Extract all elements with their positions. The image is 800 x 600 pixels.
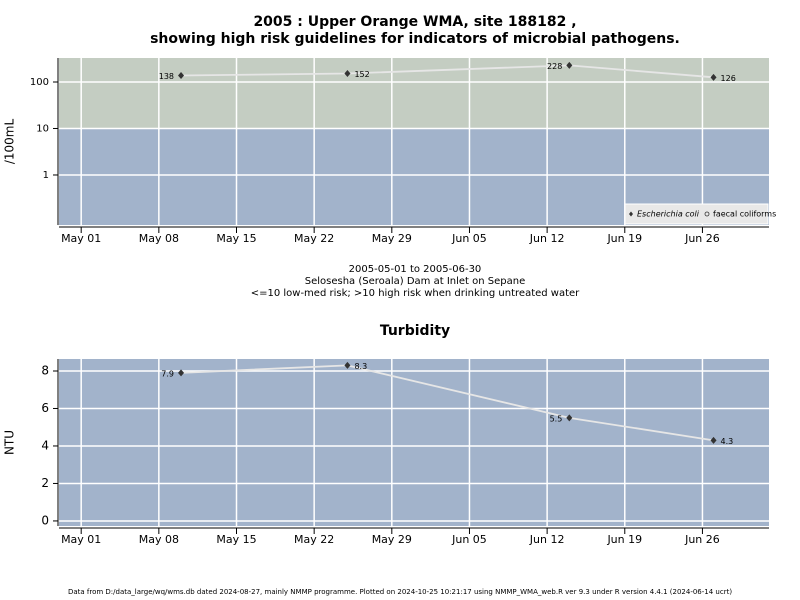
x-tick-label: Jun 12 xyxy=(529,533,565,546)
legend-label: faecal coliforms xyxy=(713,210,776,219)
x-tick-label: May 29 xyxy=(372,232,412,245)
x-tick-label: May 15 xyxy=(216,533,256,546)
data-label: 126 xyxy=(721,74,736,83)
x-tick-label: Jun 19 xyxy=(606,533,642,546)
note: 2005-05-01 to 2005-06-30 xyxy=(349,264,482,275)
data-point xyxy=(344,70,351,78)
threshold-band xyxy=(59,58,769,129)
footer: Data from D:/data_large/wq/wms.db dated … xyxy=(68,588,732,596)
y-tick-label: 4 xyxy=(41,438,49,452)
x-tick-label: May 08 xyxy=(139,232,179,245)
x-tick-label: May 29 xyxy=(372,533,412,546)
x-tick-label: May 15 xyxy=(216,232,256,245)
chart-title: 2005 : Upper Orange WMA, site 188182 , xyxy=(253,14,576,30)
y-tick-label: 6 xyxy=(41,401,49,415)
x-tick-label: May 01 xyxy=(61,232,101,245)
x-tick-label: Jun 26 xyxy=(684,533,720,546)
x-tick-label: Jun 26 xyxy=(684,232,720,245)
x-tick-label: May 08 xyxy=(139,533,179,546)
x-tick-label: May 01 xyxy=(61,533,101,546)
y-tick-label: 0 xyxy=(41,513,49,527)
x-tick-label: Jun 19 xyxy=(606,232,642,245)
data-point xyxy=(710,436,717,444)
x-tick-label: Jun 05 xyxy=(451,232,487,245)
x-tick-label: Jun 05 xyxy=(451,533,487,546)
data-label: 228 xyxy=(547,62,562,71)
x-tick-label: May 22 xyxy=(294,533,334,546)
data-point xyxy=(710,73,717,81)
x-tick-label: Jun 12 xyxy=(529,232,565,245)
y-tick-label: 1 xyxy=(43,170,49,181)
series-line xyxy=(181,64,714,79)
data-label: 8.3 xyxy=(354,362,367,371)
data-point xyxy=(566,61,573,69)
data-point xyxy=(566,414,573,422)
data-label: 4.3 xyxy=(721,437,734,446)
legend-symbol xyxy=(704,211,710,217)
data-point xyxy=(344,361,351,369)
data-point xyxy=(178,369,185,377)
y-tick-label: 100 xyxy=(30,77,49,88)
data-label: 5.5 xyxy=(550,414,563,423)
chart-title: Turbidity xyxy=(380,323,450,339)
legend-symbol xyxy=(629,211,633,217)
y-axis-label: NTU xyxy=(3,430,17,455)
y-tick-label: 2 xyxy=(41,476,49,490)
y-axis-label: /100mL xyxy=(3,119,17,165)
data-label: 7.9 xyxy=(161,369,174,378)
legend-box xyxy=(624,203,769,225)
note: <=10 low-med risk; >10 high risk when dr… xyxy=(251,288,580,299)
data-point xyxy=(178,71,185,79)
chart-subtitle: showing high risk guidelines for indicat… xyxy=(150,31,680,47)
note: Selosesha (Seroala) Dam at Inlet on Sepa… xyxy=(305,276,526,287)
x-tick-label: May 22 xyxy=(294,232,334,245)
plot-background xyxy=(59,359,769,526)
data-label: 138 xyxy=(159,72,174,81)
legend-label: Escherichia coli xyxy=(637,210,700,219)
y-tick-label: 8 xyxy=(41,363,49,377)
series-line xyxy=(180,364,714,442)
data-label: 152 xyxy=(354,70,369,79)
y-tick-label: 10 xyxy=(36,123,49,134)
